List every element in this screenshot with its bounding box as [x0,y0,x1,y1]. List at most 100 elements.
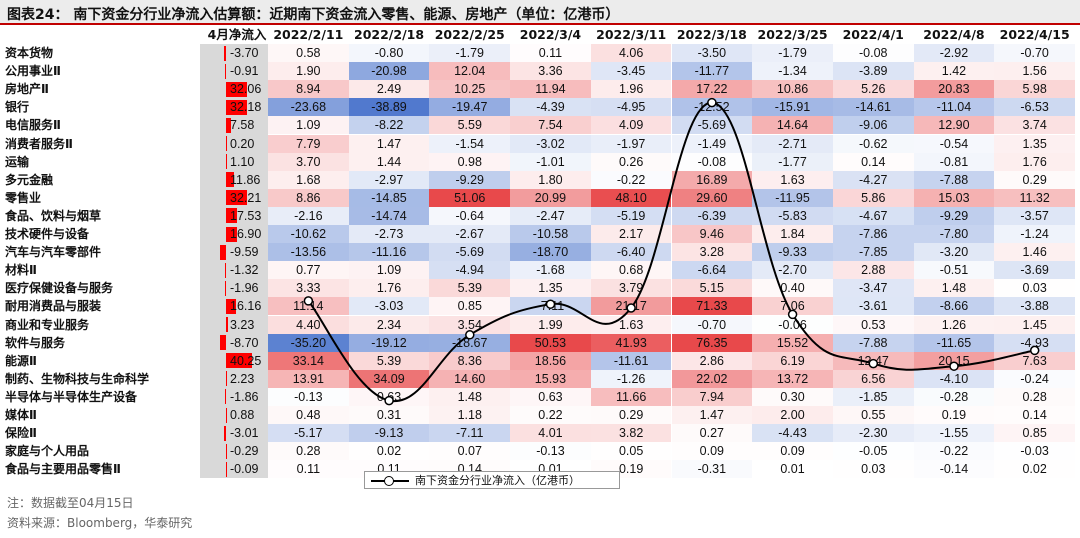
table-cell: -19.47 [429,98,511,117]
row-label: 运输 [5,154,30,169]
table-cell: 8.94 [268,80,349,99]
table-cell: -11.16 [348,243,430,262]
table-cell: 6.19 [752,351,833,370]
table-cell: 1.84 [752,225,833,243]
column-header: 2022/4/15 [999,27,1070,42]
table-cell: -7.11 [510,297,591,316]
flow-value: -0.29 [230,444,259,459]
column-header: 2022/3/11 [596,27,667,42]
table-cell: 20.15 [913,351,995,370]
column-header: 2022/3/18 [676,27,747,42]
flow-value: -1.96 [230,281,259,296]
table-cell: -11.95 [752,188,833,207]
flow-value: 16.90 [230,227,262,241]
table-cell: 0.31 [348,406,430,424]
row-label: 多元金融 [5,172,54,187]
table-cell: -2.70 [752,261,833,280]
table-cell: -4.10 [913,369,995,388]
table-cell: 1.09 [348,261,430,280]
table-cell: 2.17 [590,225,672,243]
table-cell: 14.60 [429,369,511,388]
table-cell: 7.63 [994,351,1075,370]
table-cell: 18.56 [510,351,591,370]
flow-bar [224,389,226,405]
table-cell: -0.81 [913,152,995,171]
table-cell: 0.02 [994,460,1075,479]
table-cell: 10.25 [429,80,511,99]
table-cell: 1.46 [994,243,1075,262]
table-cell: -23.68 [268,98,349,117]
table-cell: -14.61 [832,98,914,117]
table-cell: 5.39 [429,279,511,298]
table-cell: 48.10 [590,188,672,207]
table-cell: -0.08 [671,152,753,171]
table-cell: -5.17 [268,424,349,443]
table-cell: -0.70 [994,44,1075,62]
flow-value: 0.88 [230,408,255,422]
table-cell: 3.28 [671,243,753,262]
flow-value: -1.86 [230,389,259,404]
flow-value: 40.25 [230,353,262,368]
table-cell: 15.93 [510,369,591,388]
row-label: 汽车与汽车零部件 [5,245,102,260]
table-cell: 21.17 [590,297,672,316]
table-cell: 1.96 [590,80,672,99]
table-cell: 17.22 [671,80,753,99]
table-cell: 29.60 [671,188,753,207]
flow-value: 32.21 [230,190,262,205]
table-cell: 51.06 [429,188,511,207]
flow-bar [226,226,237,242]
table-cell: 12.47 [832,351,914,370]
table-cell: -1.68 [510,261,591,280]
table-cell: -1.34 [752,62,833,81]
table-cell: 0.40 [752,279,833,298]
table-cell: 0.53 [832,315,914,334]
table-cell: 2.49 [348,80,430,99]
table-cell: 0.22 [510,406,591,424]
flow-value: -0.91 [230,64,259,79]
flow-bar [226,317,229,332]
table-cell: 4.06 [590,44,672,62]
table-cell: -9.06 [832,116,914,135]
column-header: 2022/2/11 [273,27,344,42]
table-cell: -19.12 [348,333,430,352]
table-cell: -2.71 [752,134,833,153]
flow-value: -3.70 [230,46,259,60]
row-label: 资本货物 [5,46,54,60]
source-note: 资料来源：Bloomberg，华泰研究 [7,516,193,530]
column-header: 2022/2/18 [354,27,425,42]
column-header: 2022/3/25 [757,27,828,42]
flow-column-background [200,44,268,479]
table-cell: 15.52 [752,333,833,352]
legend-marker-icon [384,476,394,486]
table-cell: -1.01 [510,152,591,171]
flow-bar [226,99,247,115]
table-cell: -4.39 [510,98,591,117]
table-cell: 7.54 [510,116,591,135]
row-label: 软件与服务 [5,335,66,350]
table-cell: 2.88 [832,261,914,280]
table-cell: 5.39 [348,351,430,370]
table-cell: -0.62 [832,134,914,153]
row-label: 医疗保健设备与服务 [5,281,114,296]
flow-value: 1.10 [230,154,255,169]
table-cell: 0.63 [510,387,591,406]
row-label: 能源Ⅱ [5,353,37,368]
table-cell: 13.91 [268,369,349,388]
table-cell: -1.26 [590,369,672,388]
table-cell: -9.13 [348,424,430,443]
table-cell: -0.08 [832,44,914,62]
table-cell: -0.80 [348,44,430,62]
row-label: 耐用消费品与服装 [5,299,102,314]
table-cell: 5.59 [429,116,511,135]
table-cell: 11.94 [510,80,591,99]
table-cell: -1.79 [429,44,511,62]
table-cell: -6.64 [671,261,753,280]
table-cell: 11.14 [268,297,349,316]
table-cell: -0.22 [913,442,995,461]
table-cell: -2.92 [913,44,995,62]
table-cell: -18.67 [429,333,511,352]
row-label: 保险Ⅱ [5,426,37,441]
table-cell: 1.90 [268,62,349,81]
table-cell: -1.97 [590,134,672,153]
